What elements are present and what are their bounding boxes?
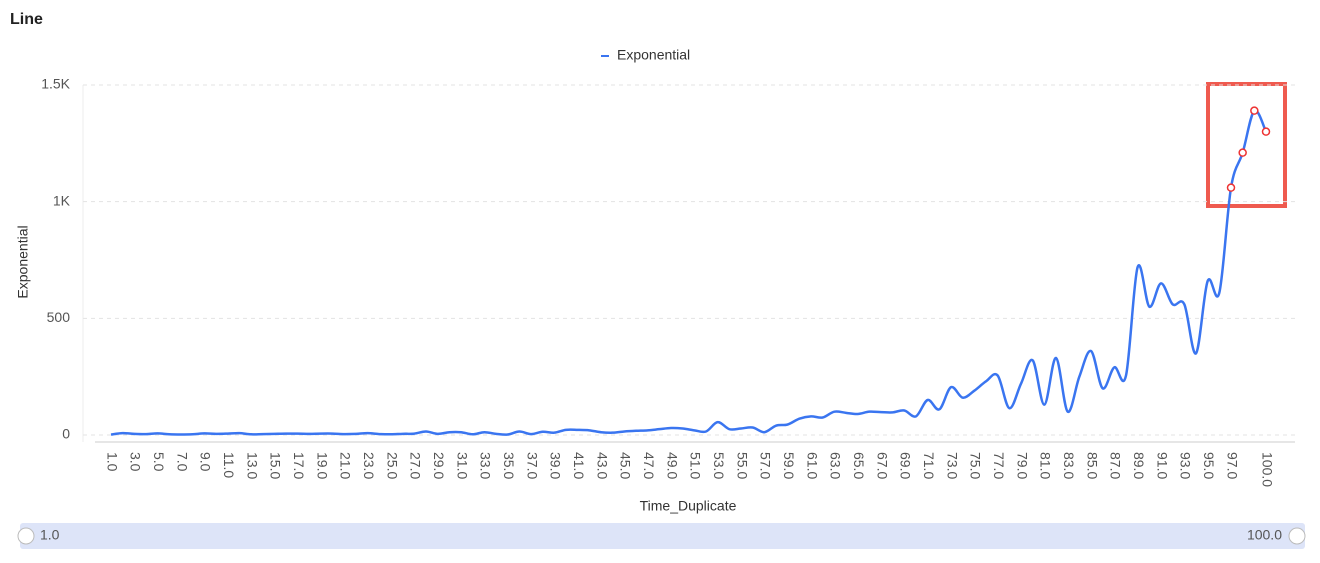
x-tick-label: 85.0 xyxy=(1084,452,1100,479)
y-tick-label: 1K xyxy=(53,192,71,208)
zoom-track xyxy=(20,523,1305,549)
highlight-box xyxy=(1206,82,1287,208)
x-tick-label: 100.0 xyxy=(1259,452,1275,487)
x-tick-label: 47.0 xyxy=(641,452,657,479)
x-tick-label: 21.0 xyxy=(338,452,354,479)
x-tick-label: 51.0 xyxy=(688,452,704,479)
x-tick-label: 97.0 xyxy=(1224,452,1240,479)
x-tick-label: 89.0 xyxy=(1131,452,1147,479)
x-tick-label: 59.0 xyxy=(781,452,797,479)
x-tick-label: 13.0 xyxy=(244,452,260,479)
x-tick-label: 1.0 xyxy=(104,452,120,472)
x-tick-label: 17.0 xyxy=(291,452,307,479)
x-tick-label: 39.0 xyxy=(548,452,564,479)
x-tick-label: 3.0 xyxy=(128,452,144,472)
x-tick-label: 95.0 xyxy=(1201,452,1217,479)
x-tick-label: 31.0 xyxy=(454,452,470,479)
x-tick-label: 61.0 xyxy=(804,452,820,479)
zoom-end: 100.0 xyxy=(1247,527,1282,543)
x-tick-label: 93.0 xyxy=(1178,452,1194,479)
highlight-point xyxy=(1261,127,1271,136)
x-tick-label: 57.0 xyxy=(758,452,774,479)
x-tick-label: 7.0 xyxy=(174,452,190,472)
data-zoom[interactable]: 1.0 100.0 xyxy=(17,523,1306,549)
x-tick-label: 5.0 xyxy=(151,452,167,472)
x-tick-label: 35.0 xyxy=(501,452,517,479)
x-tick-label: 71.0 xyxy=(921,452,937,479)
highlight-point xyxy=(1250,106,1259,115)
x-tick-label: 27.0 xyxy=(408,452,424,479)
x-tick-label: 49.0 xyxy=(664,452,680,479)
x-tick-label: 81.0 xyxy=(1038,452,1054,479)
zoom-start: 1.0 xyxy=(40,527,60,543)
y-axis-label: Exponential xyxy=(15,225,31,298)
x-tick-label: 55.0 xyxy=(734,452,750,479)
y-tick-label: 1.5K xyxy=(41,76,70,92)
y-tick-label: 500 xyxy=(47,309,71,325)
x-tick-label: 53.0 xyxy=(711,452,727,479)
x-tick-label: 87.0 xyxy=(1108,452,1124,479)
x-tick-label: 37.0 xyxy=(524,452,540,479)
highlight-point xyxy=(1226,183,1236,192)
x-tick-label: 43.0 xyxy=(594,452,610,479)
panel-title: Line xyxy=(10,11,43,28)
highlight-point xyxy=(1238,148,1247,157)
x-tick-label: 91.0 xyxy=(1154,452,1170,479)
x-tick-label: 69.0 xyxy=(898,452,914,479)
x-tick-label: 41.0 xyxy=(571,452,587,479)
x-tick-label: 11.0 xyxy=(221,452,237,478)
x-tick-label: 65.0 xyxy=(851,452,867,479)
y-tick-label: 0 xyxy=(62,426,70,442)
x-tick-label: 77.0 xyxy=(991,452,1007,479)
x-tick-label: 83.0 xyxy=(1061,452,1077,479)
x-tick-label: 33.0 xyxy=(478,452,494,479)
x-tick-label: 45.0 xyxy=(618,452,634,479)
x-tick-label: 63.0 xyxy=(828,452,844,479)
x-tick-label: 73.0 xyxy=(944,452,960,479)
data-line xyxy=(110,109,1268,436)
x-tick-label: 19.0 xyxy=(314,452,330,479)
x-tick-label: 15.0 xyxy=(268,452,284,479)
zoom-handle[interactable] xyxy=(1288,527,1306,545)
x-tick-label: 79.0 xyxy=(1014,452,1030,479)
legend-label[interactable]: Exponential xyxy=(617,47,690,63)
zoom-handle[interactable] xyxy=(17,527,35,545)
x-tick-label: 67.0 xyxy=(874,452,890,479)
x-tick-label: 9.0 xyxy=(198,452,214,472)
x-tick-label: 29.0 xyxy=(431,452,447,479)
x-tick-label: 23.0 xyxy=(361,452,377,479)
x-tick-label: 75.0 xyxy=(968,452,984,479)
x-tick-label: 25.0 xyxy=(384,452,400,479)
x-axis-label: Time_Duplicate xyxy=(640,498,737,514)
